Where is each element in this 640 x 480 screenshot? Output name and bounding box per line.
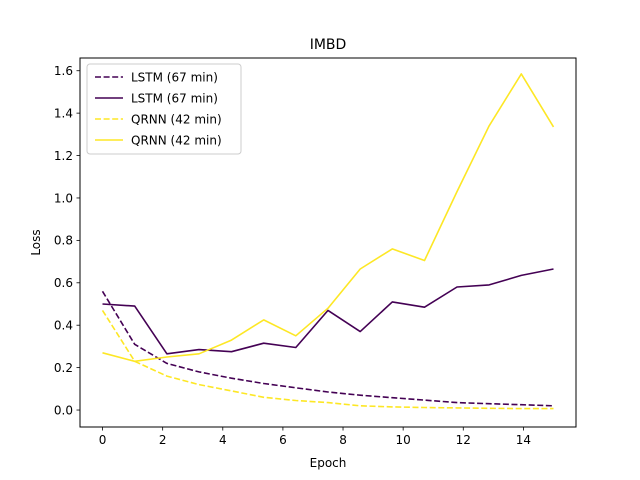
series-layer (101, 73, 555, 410)
x-axis: 0 2 4 6 8 10 12 14 (99, 427, 531, 447)
x-tick-label: 0 (99, 433, 107, 447)
x-tick-label: 8 (339, 433, 347, 447)
x-tick-label: 10 (396, 433, 411, 447)
y-tick-label: 1.4 (54, 106, 73, 120)
y-tick-label: 1.6 (54, 64, 73, 78)
legend-box (86, 63, 242, 155)
x-tick-label: 12 (456, 433, 471, 447)
legend: LSTM (67 min) LSTM (67 min) QRNN (42 min) Q… (86, 63, 242, 155)
y-tick-label: 0.2 (54, 361, 73, 375)
series-line-4 (102, 73, 555, 363)
legend-label: LSTM (67 min) (131, 70, 218, 84)
y-tick-label: 1.2 (54, 149, 73, 163)
y-tick-label: 0.0 (54, 403, 73, 417)
legend-label: QRNN (42 min) (131, 133, 222, 147)
series-line-2 (102, 268, 554, 355)
legend-label: QRNN (42 min) (131, 112, 222, 126)
y-axis-label: Loss (29, 229, 43, 255)
x-tick-label: 14 (516, 433, 531, 447)
plot-area (79, 57, 577, 428)
x-tick-label: 2 (159, 433, 167, 447)
legend-label: LSTM (67 min) (131, 91, 218, 105)
y-tick-label: 0.4 (54, 319, 73, 333)
x-tick-label: 6 (279, 433, 287, 447)
series-line-1 (101, 290, 554, 407)
y-tick-label: 0.8 (54, 234, 73, 248)
y-axis: 0.0 0.2 0.4 0.6 0.8 1.0 1.2 1.4 1.6 (54, 64, 80, 417)
y-tick-label: 0.6 (54, 276, 73, 290)
chart-title: IMBD (310, 37, 347, 53)
x-axis-label: Epoch (310, 456, 347, 470)
series-line-3 (101, 309, 554, 410)
x-tick-label: 4 (219, 433, 227, 447)
y-tick-label: 1.0 (54, 191, 73, 205)
